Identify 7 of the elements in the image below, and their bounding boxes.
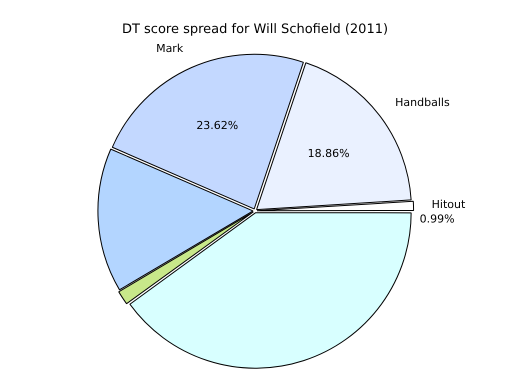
- chart-title: DT score spread for Will Schofield (2011): [122, 22, 388, 38]
- slice-label: Mark: [156, 42, 184, 56]
- slice-label: Hitout: [432, 198, 466, 212]
- data-label: 23.62%: [196, 118, 238, 132]
- slice-label: Handballs: [395, 96, 450, 110]
- data-label: 18.86%: [308, 147, 350, 160]
- data-label: 0.99%: [420, 212, 455, 226]
